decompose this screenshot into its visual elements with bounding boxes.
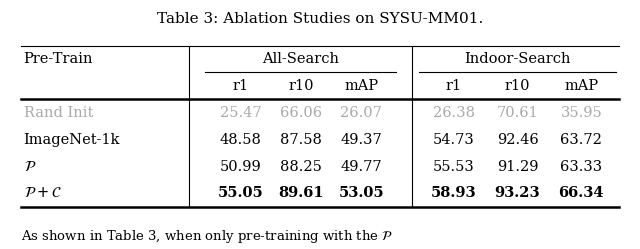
Text: 48.58: 48.58: [220, 133, 261, 147]
Text: mAP: mAP: [564, 79, 598, 93]
Text: $\mathcal{P}+\mathcal{C}$: $\mathcal{P}+\mathcal{C}$: [24, 187, 62, 200]
Text: 35.95: 35.95: [561, 106, 602, 120]
Text: 55.53: 55.53: [433, 160, 475, 174]
Text: As shown in Table 3, when only pre-training with the $\mathcal{P}$: As shown in Table 3, when only pre-train…: [20, 229, 393, 246]
Text: mAP: mAP: [344, 79, 378, 93]
Text: ImageNet-1k: ImageNet-1k: [24, 133, 120, 147]
Text: r10: r10: [505, 79, 531, 93]
Text: 53.05: 53.05: [339, 187, 384, 200]
Text: 87.58: 87.58: [280, 133, 322, 147]
Text: Indoor-Search: Indoor-Search: [464, 52, 571, 66]
Text: r10: r10: [288, 79, 314, 93]
Text: 66.06: 66.06: [280, 106, 322, 120]
Text: 25.47: 25.47: [220, 106, 261, 120]
Text: 58.93: 58.93: [431, 187, 477, 200]
Text: 91.29: 91.29: [497, 160, 538, 174]
Text: $\mathcal{P}$: $\mathcal{P}$: [24, 160, 36, 174]
Text: 63.33: 63.33: [560, 160, 602, 174]
Text: Pre-Train: Pre-Train: [24, 52, 93, 66]
Text: 54.73: 54.73: [433, 133, 475, 147]
Text: 63.72: 63.72: [561, 133, 602, 147]
Text: 55.05: 55.05: [218, 187, 263, 200]
Text: 66.34: 66.34: [559, 187, 604, 200]
Text: Table 3: Ablation Studies on SYSU-MM01.: Table 3: Ablation Studies on SYSU-MM01.: [157, 11, 483, 26]
Text: 49.77: 49.77: [340, 160, 382, 174]
Text: r1: r1: [445, 79, 462, 93]
Text: 49.37: 49.37: [340, 133, 382, 147]
Text: All-Search: All-Search: [262, 52, 339, 66]
Text: r1: r1: [232, 79, 248, 93]
Text: 50.99: 50.99: [220, 160, 261, 174]
Text: 70.61: 70.61: [497, 106, 538, 120]
Text: 88.25: 88.25: [280, 160, 322, 174]
Text: 93.23: 93.23: [495, 187, 540, 200]
Text: 92.46: 92.46: [497, 133, 538, 147]
Text: Rand Init: Rand Init: [24, 106, 93, 120]
Text: 26.38: 26.38: [433, 106, 475, 120]
Text: 89.61: 89.61: [278, 187, 324, 200]
Text: 26.07: 26.07: [340, 106, 382, 120]
